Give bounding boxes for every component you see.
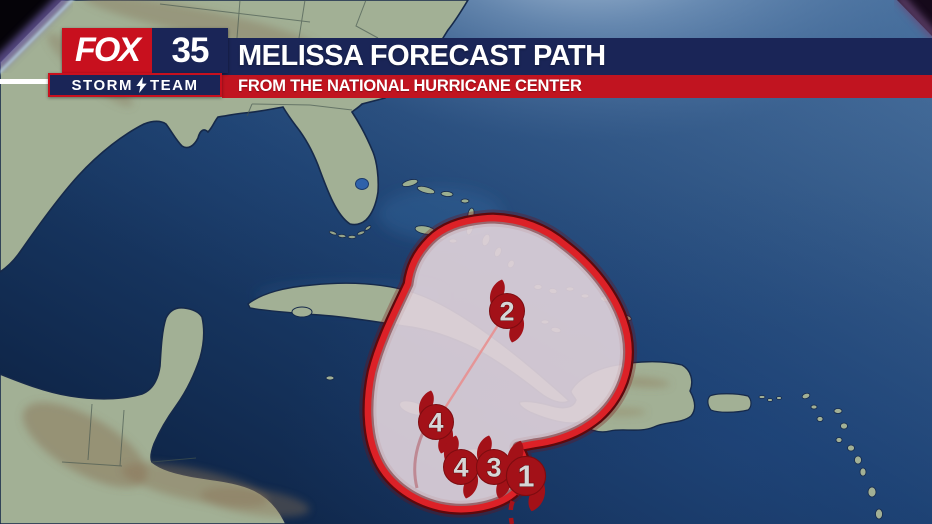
lake-okeechobee (355, 178, 369, 190)
storm-team-badge: STORM TEAM (48, 73, 222, 97)
globe-space-top-left (0, 0, 74, 74)
cayman-islands (325, 375, 335, 381)
hurricane-icon-cat2: 2 (489, 279, 525, 343)
category-number: 4 (428, 408, 443, 438)
lightning-bolt-icon (136, 77, 147, 93)
subheadline-bar: FROM THE NATIONAL HURRICANE CENTER (222, 75, 932, 98)
headline-bar: MELISSA FORECAST PATH (222, 38, 932, 75)
headline-subtitle: FROM THE NATIONAL HURRICANE CENTER (238, 77, 582, 95)
storm-team-word-team: TEAM (149, 76, 199, 94)
lesser-antilles-islands (758, 392, 883, 520)
category-number: 1 (518, 461, 535, 494)
hurricane-icon-cat4-lower: 4 (443, 435, 479, 499)
channel-number: 35 (152, 28, 228, 73)
globe-space-top-right (895, 0, 932, 41)
category-number: 2 (499, 297, 514, 327)
headline-title: MELISSA FORECAST PATH (238, 40, 606, 72)
fox35-logo: FOX 35 (62, 28, 228, 73)
florida-keys (328, 225, 372, 239)
hurricane-icon-cat1: 1 (505, 440, 547, 512)
banner-accent-line (0, 79, 50, 84)
hurricane-icon-cat3: 3 (476, 435, 512, 499)
fox-logo-text: FOX (62, 28, 152, 73)
puerto-rico-landmass (707, 393, 752, 413)
political-borders (61, 0, 379, 467)
category-number: 4 (453, 453, 468, 483)
isla-de-la-juventud (291, 306, 313, 318)
category-number: 3 (486, 453, 501, 483)
storm-team-word-storm: STORM (71, 76, 133, 94)
